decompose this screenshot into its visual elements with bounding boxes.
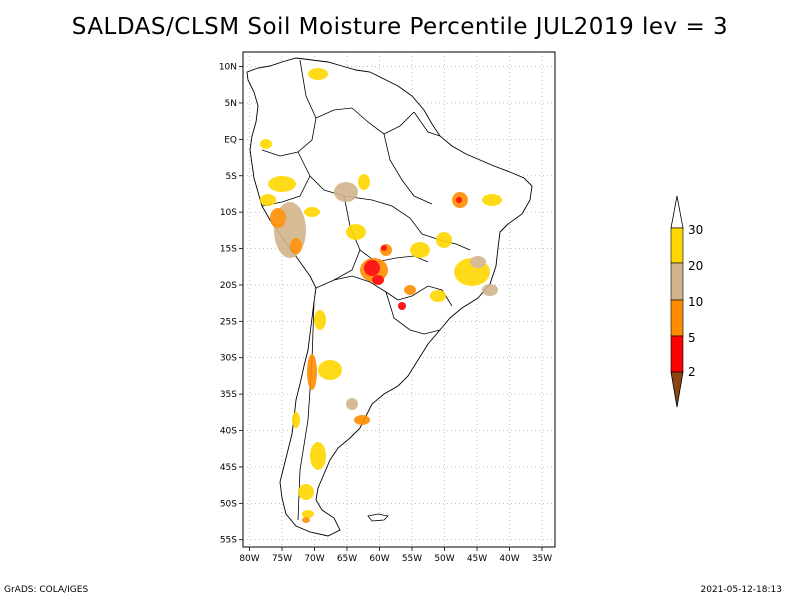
falkland-islands [367, 513, 389, 522]
footer-credit: GrADS: COLA/IGES [4, 585, 89, 595]
lat-tick-label: 30S [220, 354, 237, 364]
lat-tick-label: 10S [220, 208, 237, 218]
lat-tick-label: 15S [220, 245, 237, 255]
lon-tick-label: 35W [532, 554, 552, 564]
lon-tick-label: 40W [499, 554, 519, 564]
legend-swatch-30 [670, 227, 684, 264]
longitude-axis: 80W 75W 70W 65W 60W 55W 50W 45W 40W 35W [239, 547, 552, 564]
lat-tick-label: 35S [220, 390, 237, 400]
percentile-shading [260, 68, 502, 523]
legend-swatch-5 [670, 335, 684, 373]
colorbar-legend: 30 20 10 5 2 [670, 195, 703, 408]
lat-tick-label: 25S [220, 317, 237, 327]
legend-label-20: 20 [688, 259, 703, 273]
continent-outline [246, 57, 533, 537]
legend-label-2: 2 [688, 365, 696, 379]
legend-label-5: 5 [688, 331, 696, 345]
legend-label-30: 30 [688, 223, 703, 237]
map-title: SALDAS/CLSM Soil Moisture Percentile JUL… [71, 14, 729, 40]
lat-tick-label: 10N [219, 63, 237, 73]
lat-tick-label: 55S [220, 536, 237, 546]
lon-tick-label: 80W [239, 554, 259, 564]
lon-tick-label: 60W [369, 554, 389, 564]
legend-arrow-top [670, 195, 684, 229]
lat-tick-label: 5S [226, 172, 238, 182]
footer-timestamp: 2021-05-12-18:13 [700, 585, 783, 595]
lat-tick-label: 45S [220, 463, 237, 473]
lon-tick-label: 45W [467, 554, 487, 564]
legend-label-10: 10 [688, 295, 703, 309]
legend-swatch-20 [670, 262, 684, 301]
legend-swatch-10 [670, 299, 684, 337]
lat-tick-label: 20S [220, 281, 237, 291]
legend-arrow-bottom [670, 371, 684, 408]
lat-tick-label: 40S [220, 427, 237, 437]
latitude-axis: 10N 5N EQ 5S 10S 15S 20S 25S 30S 35S 40S 45S 50S 55S [219, 63, 243, 546]
lat-tick-label: 5N [225, 99, 237, 109]
lon-tick-label: 65W [337, 554, 357, 564]
lon-tick-label: 70W [304, 554, 324, 564]
lat-tick-label: EQ [224, 135, 237, 145]
lon-tick-label: 50W [434, 554, 454, 564]
lon-tick-label: 55W [402, 554, 422, 564]
lon-tick-label: 75W [272, 554, 292, 564]
lat-tick-label: 50S [220, 499, 237, 509]
